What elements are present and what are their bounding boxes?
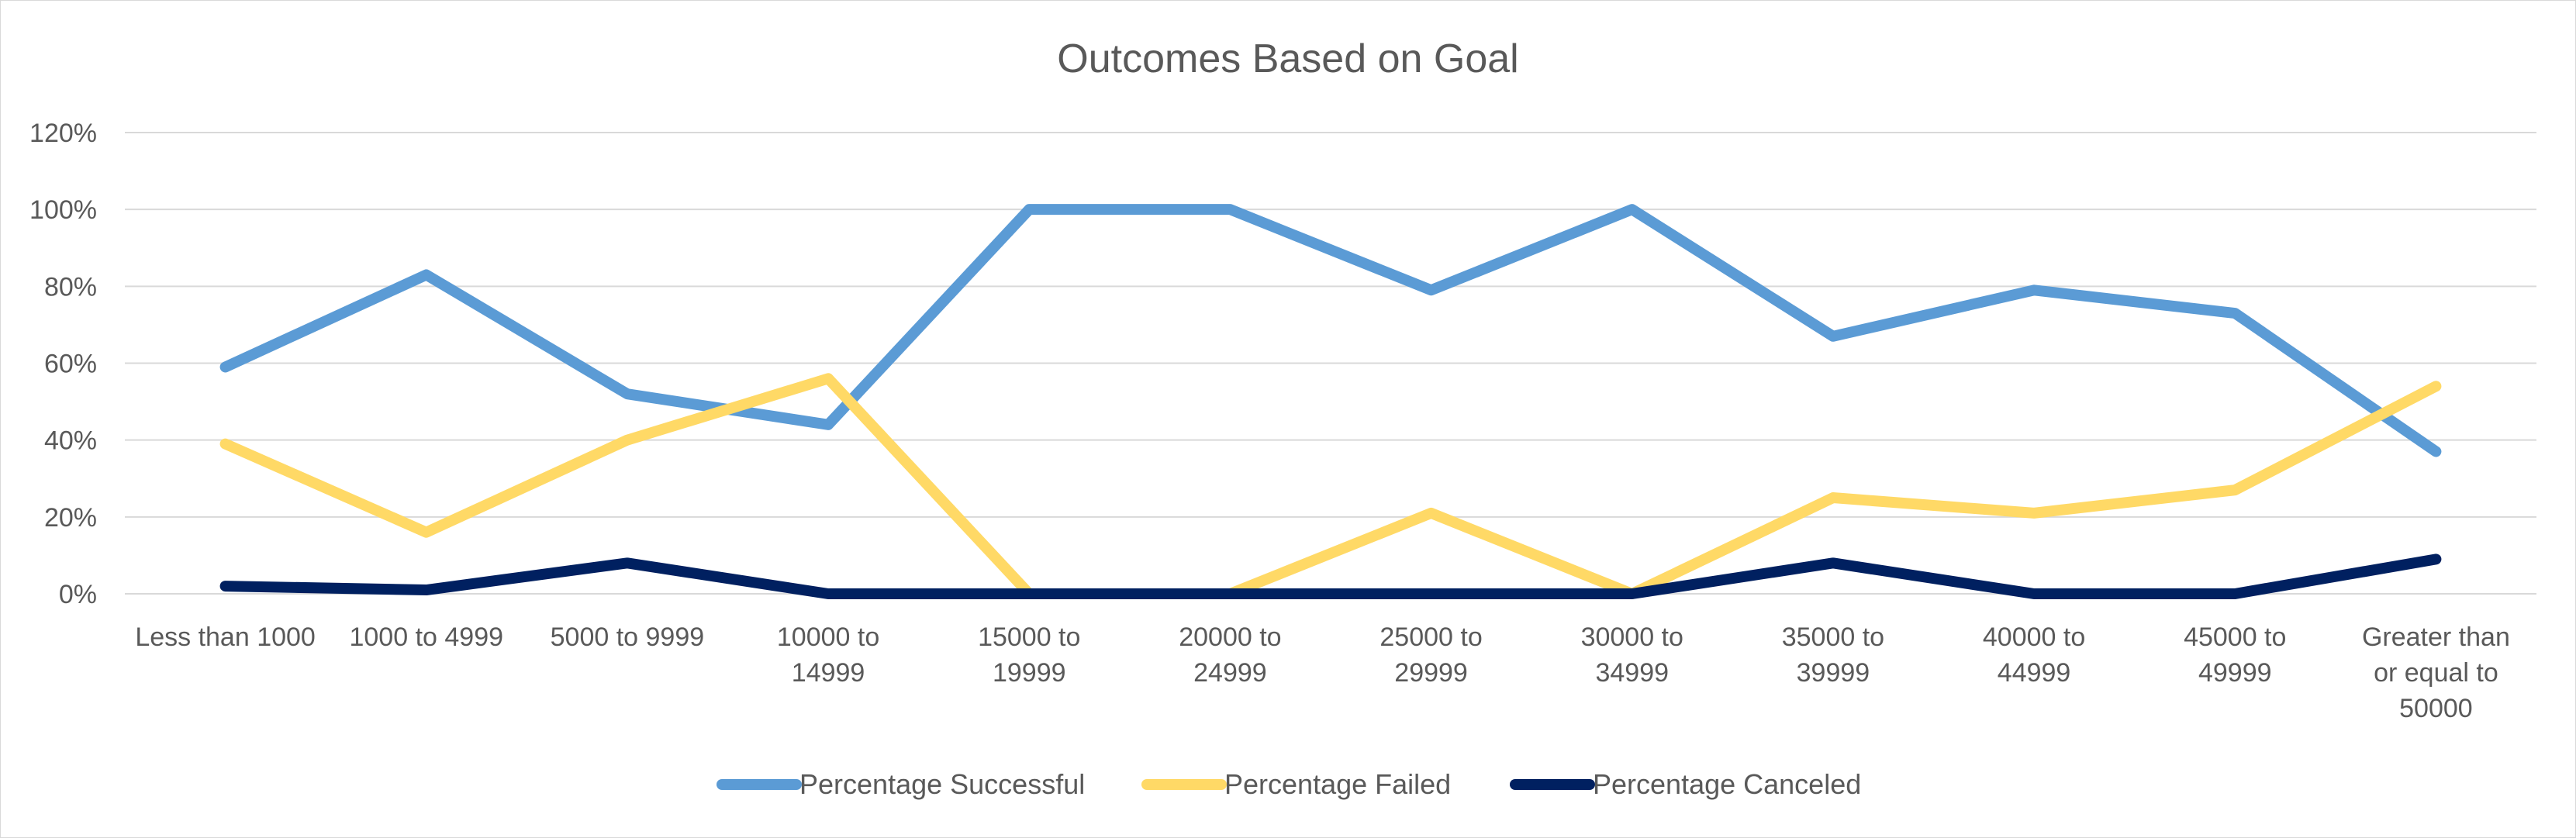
x-tick-label-line: 39999 — [1797, 658, 1870, 688]
y-tick-label: 80% — [44, 272, 97, 302]
data-point — [2435, 558, 2436, 560]
data-point — [827, 378, 829, 379]
legend-item: Percentage Failed — [1141, 768, 1451, 800]
data-point — [2234, 489, 2236, 491]
x-tick-label: 30000 to 34999 — [1581, 622, 1683, 688]
data-point — [1431, 593, 1432, 595]
legend-label: Percentage Failed — [1224, 768, 1451, 800]
y-tick-label: 20% — [44, 503, 97, 533]
x-tick-label-line: Greater than — [2362, 622, 2510, 652]
x-tick-label-line: 24999 — [1193, 658, 1267, 688]
x-tick-label: 1000 to 4999 — [349, 622, 503, 652]
data-point — [2033, 512, 2035, 514]
series-percentage-failed — [219, 373, 2442, 599]
x-tick-label-line: 30000 to — [1581, 622, 1683, 652]
x-tick-label: 40000 to 44999 — [1983, 622, 2085, 688]
x-tick-label: 45000 to 49999 — [2184, 622, 2286, 688]
x-tick-label: 35000 to 39999 — [1782, 622, 1884, 688]
legend-label: Percentage Canceled — [1593, 768, 1861, 800]
data-point — [627, 562, 628, 564]
x-axis-ticks: Less than 1000 1000 to 4999 5000 to 9999 10… — [135, 622, 2510, 723]
data-point — [827, 593, 829, 595]
data-point — [627, 393, 628, 395]
legend: Percentage Successful Percentage Failed Pe… — [717, 768, 1861, 800]
y-tick-label: 40% — [44, 426, 97, 456]
data-point — [2234, 312, 2236, 314]
data-point — [1229, 593, 1231, 595]
x-tick-label-line: 34999 — [1595, 658, 1669, 688]
legend-item: Percentage Canceled — [1510, 768, 1861, 800]
x-tick-label-line: 1000 to 4999 — [349, 622, 503, 652]
series-line — [219, 373, 2442, 599]
y-tick-label: 120% — [29, 119, 97, 148]
data-point — [627, 440, 628, 441]
chart-title: Outcomes Based on Goal — [1057, 36, 1518, 81]
data-point — [1028, 209, 1030, 210]
gridlines — [125, 132, 2536, 595]
x-tick-label-line: 45000 to — [2184, 622, 2286, 652]
legend-label: Percentage Successful — [799, 768, 1085, 800]
data-point — [426, 274, 427, 275]
data-point — [225, 585, 226, 587]
x-tick-label-line: 35000 to — [1782, 622, 1884, 652]
x-tick-label-line: 15000 to — [978, 622, 1080, 652]
data-point — [1632, 209, 1633, 210]
data-point — [1229, 209, 1231, 210]
data-point — [2234, 593, 2236, 595]
data-point — [225, 443, 226, 445]
x-tick-label-line: 25000 to — [1380, 622, 1482, 652]
x-tick-label: 15000 to 19999 — [978, 622, 1080, 688]
data-point — [1832, 562, 1834, 564]
data-point — [1431, 512, 1432, 514]
x-tick-label-line: 40000 to — [1983, 622, 2085, 652]
series-line — [219, 204, 2442, 457]
series-percentage-successful — [219, 204, 2442, 457]
data-point — [2435, 451, 2436, 453]
x-tick-label-line: 49999 — [2198, 658, 2272, 688]
data-point — [2033, 593, 2035, 595]
data-point — [2033, 289, 2035, 291]
data-point — [225, 366, 226, 367]
series-lines — [219, 204, 2442, 599]
data-point — [1028, 593, 1030, 595]
data-point — [827, 424, 829, 426]
data-point — [1832, 336, 1834, 337]
x-tick-label-line: 14999 — [792, 658, 865, 688]
x-tick-label-line: or equal to — [2374, 658, 2498, 688]
series-percentage-canceled — [219, 553, 2442, 599]
y-axis-ticks: 0% 20% 40% 60% 80% 100% 120% — [29, 119, 97, 609]
x-tick-label-line: 20000 to — [1179, 622, 1281, 652]
x-tick-label-line: 10000 to — [777, 622, 879, 652]
data-point — [1632, 593, 1633, 595]
x-tick-label-line: 19999 — [993, 658, 1066, 688]
x-tick-label-line: 44999 — [1998, 658, 2071, 688]
x-tick-label-line: Less than 1000 — [135, 622, 316, 652]
data-point — [2435, 385, 2436, 387]
x-tick-label-line: 5000 to 9999 — [551, 622, 705, 652]
legend-item: Percentage Successful — [717, 768, 1085, 800]
x-tick-label: 25000 to 29999 — [1380, 622, 1482, 688]
data-point — [1431, 289, 1432, 291]
series-line — [219, 553, 2442, 599]
y-tick-label: 60% — [44, 350, 97, 379]
data-point — [1832, 497, 1834, 498]
data-point — [426, 589, 427, 591]
x-tick-label: Less than 1000 — [135, 622, 316, 652]
data-point — [426, 532, 427, 533]
x-tick-label-line: 29999 — [1394, 658, 1468, 688]
x-tick-label-line: 50000 — [2399, 694, 2473, 723]
x-tick-label: 10000 to 14999 — [777, 622, 879, 688]
x-tick-label: 5000 to 9999 — [551, 622, 705, 652]
y-tick-label: 0% — [59, 580, 97, 609]
y-tick-label: 100% — [29, 195, 97, 225]
x-tick-label: Greater than or equal to 50000 — [2362, 622, 2510, 723]
x-tick-label: 20000 to 24999 — [1179, 622, 1281, 688]
